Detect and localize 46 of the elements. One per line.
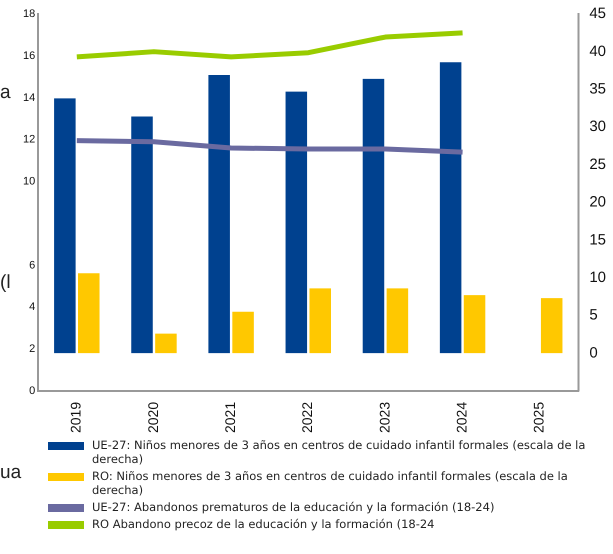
x-tick-label: 2020 [144,402,161,434]
y2-tick-label: 10 [589,268,606,286]
bar [440,62,462,354]
bar [362,78,384,354]
bar [232,312,254,354]
x-tick-label: 2024 [453,402,470,434]
y2-tick-label: 5 [589,306,598,324]
bar [155,334,177,354]
y2-tick-label: 30 [589,118,606,136]
bar [286,92,308,354]
bar [464,295,486,354]
y-tick-label: 6 [29,259,36,272]
bar [78,273,100,354]
y2-tick-label: 25 [589,156,606,173]
y-tick-label: 4 [29,301,36,314]
bar [208,75,230,354]
y-tick-label: 16 [22,50,36,62]
legend-label: RO Abandono precoz de la educación y la formación (18-24 [92,517,434,531]
y-tick-label: 10 [22,176,36,188]
legend-label: UE-27: Abandonos prematuros de la educación y la formación (18-24) [92,500,494,514]
legend-label: UE-27: Niños menores de 3 años en centros de cuidado infantil formales (escala de la derecha) [92,438,586,466]
y2-tick-label: 20 [589,194,606,211]
text: (l [0,272,11,294]
y2-tick-label: 40 [589,42,606,60]
y2-tick-label: 35 [589,80,606,98]
x-tick-label: 2021 [222,402,238,434]
y-tick-label: 2 [29,343,36,356]
x-tick-label: 2022 [299,402,316,434]
x-tick-label: 2019 [68,402,84,434]
legend-label: RO: Niños menores de 3 años en centros de cuidado infantil formales (escala de la derecha) [92,469,569,497]
bar [540,298,562,354]
y2-tick-label: 15 [589,231,606,248]
y-tick-label: 12 [22,134,36,146]
y-tick-label: 18 [22,8,36,20]
bar [309,288,331,354]
x-tick-label: 2025 [530,402,547,434]
bar [386,288,408,354]
y2-tick-label: 0 [589,344,598,362]
bar [54,98,76,354]
y-tick-label: 0 [29,384,36,397]
y-tick-label: 14 [22,92,36,104]
text: ua [0,462,22,484]
x-tick-label: 2023 [376,402,392,434]
text: a [0,82,11,104]
y2-tick-label: 45 [589,5,606,22]
bar [131,116,153,354]
